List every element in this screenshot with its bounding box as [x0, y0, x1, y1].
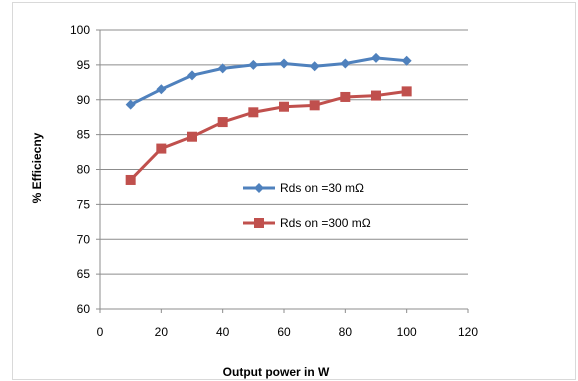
- data-point-square: [340, 91, 351, 102]
- legend-entry-2: Rds on =300 mΩ: [243, 216, 371, 230]
- legend: Rds on =30 mΩ Rds on =300 mΩ: [243, 181, 371, 230]
- tick-labels: 60 65 70 75 80 85 90 95 100 0 20 40 60 80 100 120: [70, 23, 478, 339]
- series-2: [125, 86, 412, 185]
- x-tick-label: 40: [216, 325, 230, 339]
- y-tick-label: 90: [77, 93, 91, 107]
- data-point-diamond: [401, 55, 412, 66]
- data-point-square: [254, 218, 264, 228]
- y-tick-label: 95: [77, 58, 91, 72]
- data-point-diamond: [279, 58, 289, 69]
- y-axis-title: % Efficiecny: [30, 132, 44, 203]
- x-tick-label: 80: [339, 325, 353, 339]
- data-point-square: [401, 86, 412, 97]
- data-point-square: [187, 131, 197, 142]
- x-tick-label: 100: [397, 325, 417, 339]
- y-tick-label: 65: [77, 267, 91, 281]
- data-point-diamond: [309, 61, 320, 72]
- y-tick-label: 75: [77, 197, 91, 211]
- data-point-diamond: [254, 183, 264, 193]
- data-point-square: [125, 174, 136, 185]
- y-tick-label: 100: [70, 23, 90, 37]
- data-point-diamond: [156, 84, 167, 95]
- data-point-diamond: [187, 70, 197, 81]
- y-tick-label: 70: [77, 232, 91, 246]
- series-lines: [125, 52, 412, 185]
- data-point-diamond: [371, 52, 381, 63]
- x-axis-title: Output power in W: [223, 365, 330, 379]
- series-line: [129, 56, 407, 106]
- legend-entry-1: Rds on =30 mΩ: [243, 181, 364, 195]
- data-point-square: [156, 143, 167, 154]
- x-tick-label: 60: [277, 325, 291, 339]
- data-point-square: [309, 100, 320, 111]
- data-point-diamond: [340, 58, 351, 69]
- data-point-square: [217, 117, 228, 128]
- data-point-diamond: [125, 99, 136, 110]
- x-tick-label: 20: [155, 325, 169, 339]
- legend-label: Rds on =30 mΩ: [280, 181, 364, 195]
- data-point-diamond: [248, 59, 259, 70]
- y-tick-label: 60: [77, 302, 91, 316]
- data-point-square: [248, 107, 259, 118]
- y-tick-label: 85: [77, 128, 91, 142]
- y-tick-label: 80: [77, 163, 91, 177]
- data-point-square: [279, 101, 289, 112]
- data-point-square: [371, 90, 381, 101]
- series-line: [129, 89, 407, 182]
- x-tick-label: 0: [97, 325, 104, 339]
- data-point-diamond: [217, 63, 228, 74]
- series-1: [125, 52, 412, 110]
- x-tick-label: 120: [458, 325, 478, 339]
- legend-label: Rds on =300 mΩ: [280, 216, 371, 230]
- axes: [96, 29, 469, 313]
